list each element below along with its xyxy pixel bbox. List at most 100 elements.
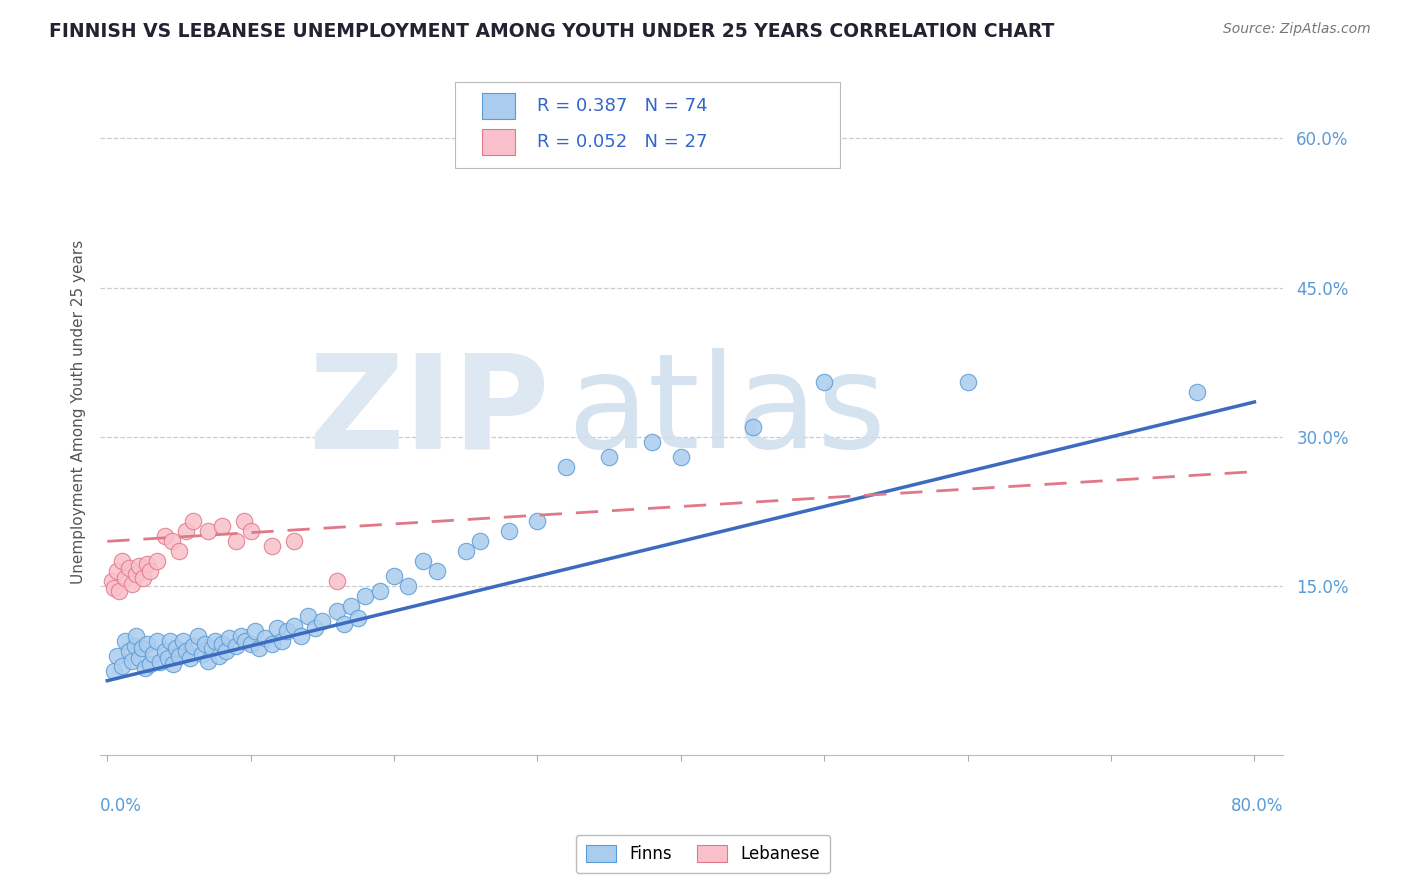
Point	[153, 529, 176, 543]
Point	[204, 633, 226, 648]
Point	[156, 650, 179, 665]
Point	[266, 621, 288, 635]
Y-axis label: Unemployment Among Youth under 25 years: Unemployment Among Youth under 25 years	[72, 240, 86, 584]
Point	[239, 637, 262, 651]
Point	[160, 534, 183, 549]
Point	[641, 434, 664, 449]
Point	[297, 609, 319, 624]
Point	[229, 629, 252, 643]
Point	[956, 375, 979, 389]
Point	[128, 650, 150, 665]
FancyBboxPatch shape	[456, 82, 839, 168]
Point	[159, 633, 181, 648]
Point	[107, 584, 129, 599]
Point	[105, 564, 128, 578]
Point	[333, 617, 356, 632]
Point	[114, 633, 136, 648]
Point	[325, 574, 347, 589]
Point	[340, 599, 363, 613]
Point	[262, 539, 284, 553]
Point	[125, 567, 148, 582]
Point	[412, 554, 434, 568]
Point	[368, 584, 391, 599]
Point	[426, 564, 449, 578]
Point	[118, 644, 141, 658]
Point	[167, 648, 190, 663]
Point	[215, 644, 238, 658]
Point	[271, 633, 294, 648]
Point	[526, 515, 548, 529]
Point	[201, 640, 224, 655]
Point	[669, 450, 692, 464]
Point	[183, 639, 205, 653]
Point	[218, 631, 240, 645]
Point	[149, 655, 172, 669]
Legend: Finns, Lebanese: Finns, Lebanese	[576, 835, 830, 873]
Point	[153, 644, 176, 658]
Text: 0.0%: 0.0%	[100, 797, 142, 814]
Point	[118, 561, 141, 575]
Point	[105, 648, 128, 663]
Text: FINNISH VS LEBANESE UNEMPLOYMENT AMONG YOUTH UNDER 25 YEARS CORRELATION CHART: FINNISH VS LEBANESE UNEMPLOYMENT AMONG Y…	[49, 22, 1054, 41]
Point	[382, 569, 405, 583]
Point	[131, 640, 153, 655]
Point	[468, 534, 491, 549]
Point	[247, 640, 270, 655]
Point	[243, 624, 266, 638]
Point	[454, 544, 477, 558]
Point	[197, 654, 219, 668]
Point	[146, 633, 169, 648]
Point	[197, 524, 219, 539]
Point	[183, 515, 205, 529]
Point	[146, 554, 169, 568]
Point	[103, 664, 125, 678]
Text: 80.0%: 80.0%	[1230, 797, 1284, 814]
Point	[114, 571, 136, 585]
Text: Source: ZipAtlas.com: Source: ZipAtlas.com	[1223, 22, 1371, 37]
Point	[187, 629, 209, 643]
Point	[162, 657, 184, 671]
Point	[225, 534, 247, 549]
Point	[283, 534, 305, 549]
Point	[136, 637, 159, 651]
Point	[134, 661, 156, 675]
Point	[813, 375, 835, 389]
Point	[100, 574, 122, 589]
Point	[124, 639, 146, 653]
FancyBboxPatch shape	[482, 94, 516, 120]
Point	[111, 554, 134, 568]
Point	[172, 633, 194, 648]
Point	[741, 420, 763, 434]
Point	[208, 648, 231, 663]
Point	[128, 559, 150, 574]
Point	[174, 644, 197, 658]
Point	[354, 589, 377, 603]
Text: ZIP: ZIP	[308, 349, 550, 475]
Text: R = 0.052   N = 27: R = 0.052 N = 27	[537, 133, 707, 151]
Point	[225, 639, 247, 653]
Point	[276, 624, 298, 638]
Point	[325, 604, 347, 618]
Point	[121, 577, 143, 591]
Point	[142, 647, 165, 661]
Point	[232, 515, 254, 529]
Point	[139, 657, 162, 671]
Point	[347, 611, 370, 625]
Point	[132, 571, 155, 585]
Point	[174, 524, 197, 539]
Point	[125, 629, 148, 643]
Point	[239, 524, 262, 539]
Point	[311, 614, 333, 628]
Point	[139, 564, 162, 578]
Point	[1185, 384, 1208, 399]
Point	[396, 579, 419, 593]
Point	[211, 637, 233, 651]
Point	[233, 633, 256, 648]
Point	[254, 631, 277, 645]
Point	[304, 621, 326, 635]
Point	[555, 459, 578, 474]
Point	[283, 619, 305, 633]
Point	[136, 558, 159, 572]
Point	[165, 640, 187, 655]
Point	[191, 647, 214, 661]
